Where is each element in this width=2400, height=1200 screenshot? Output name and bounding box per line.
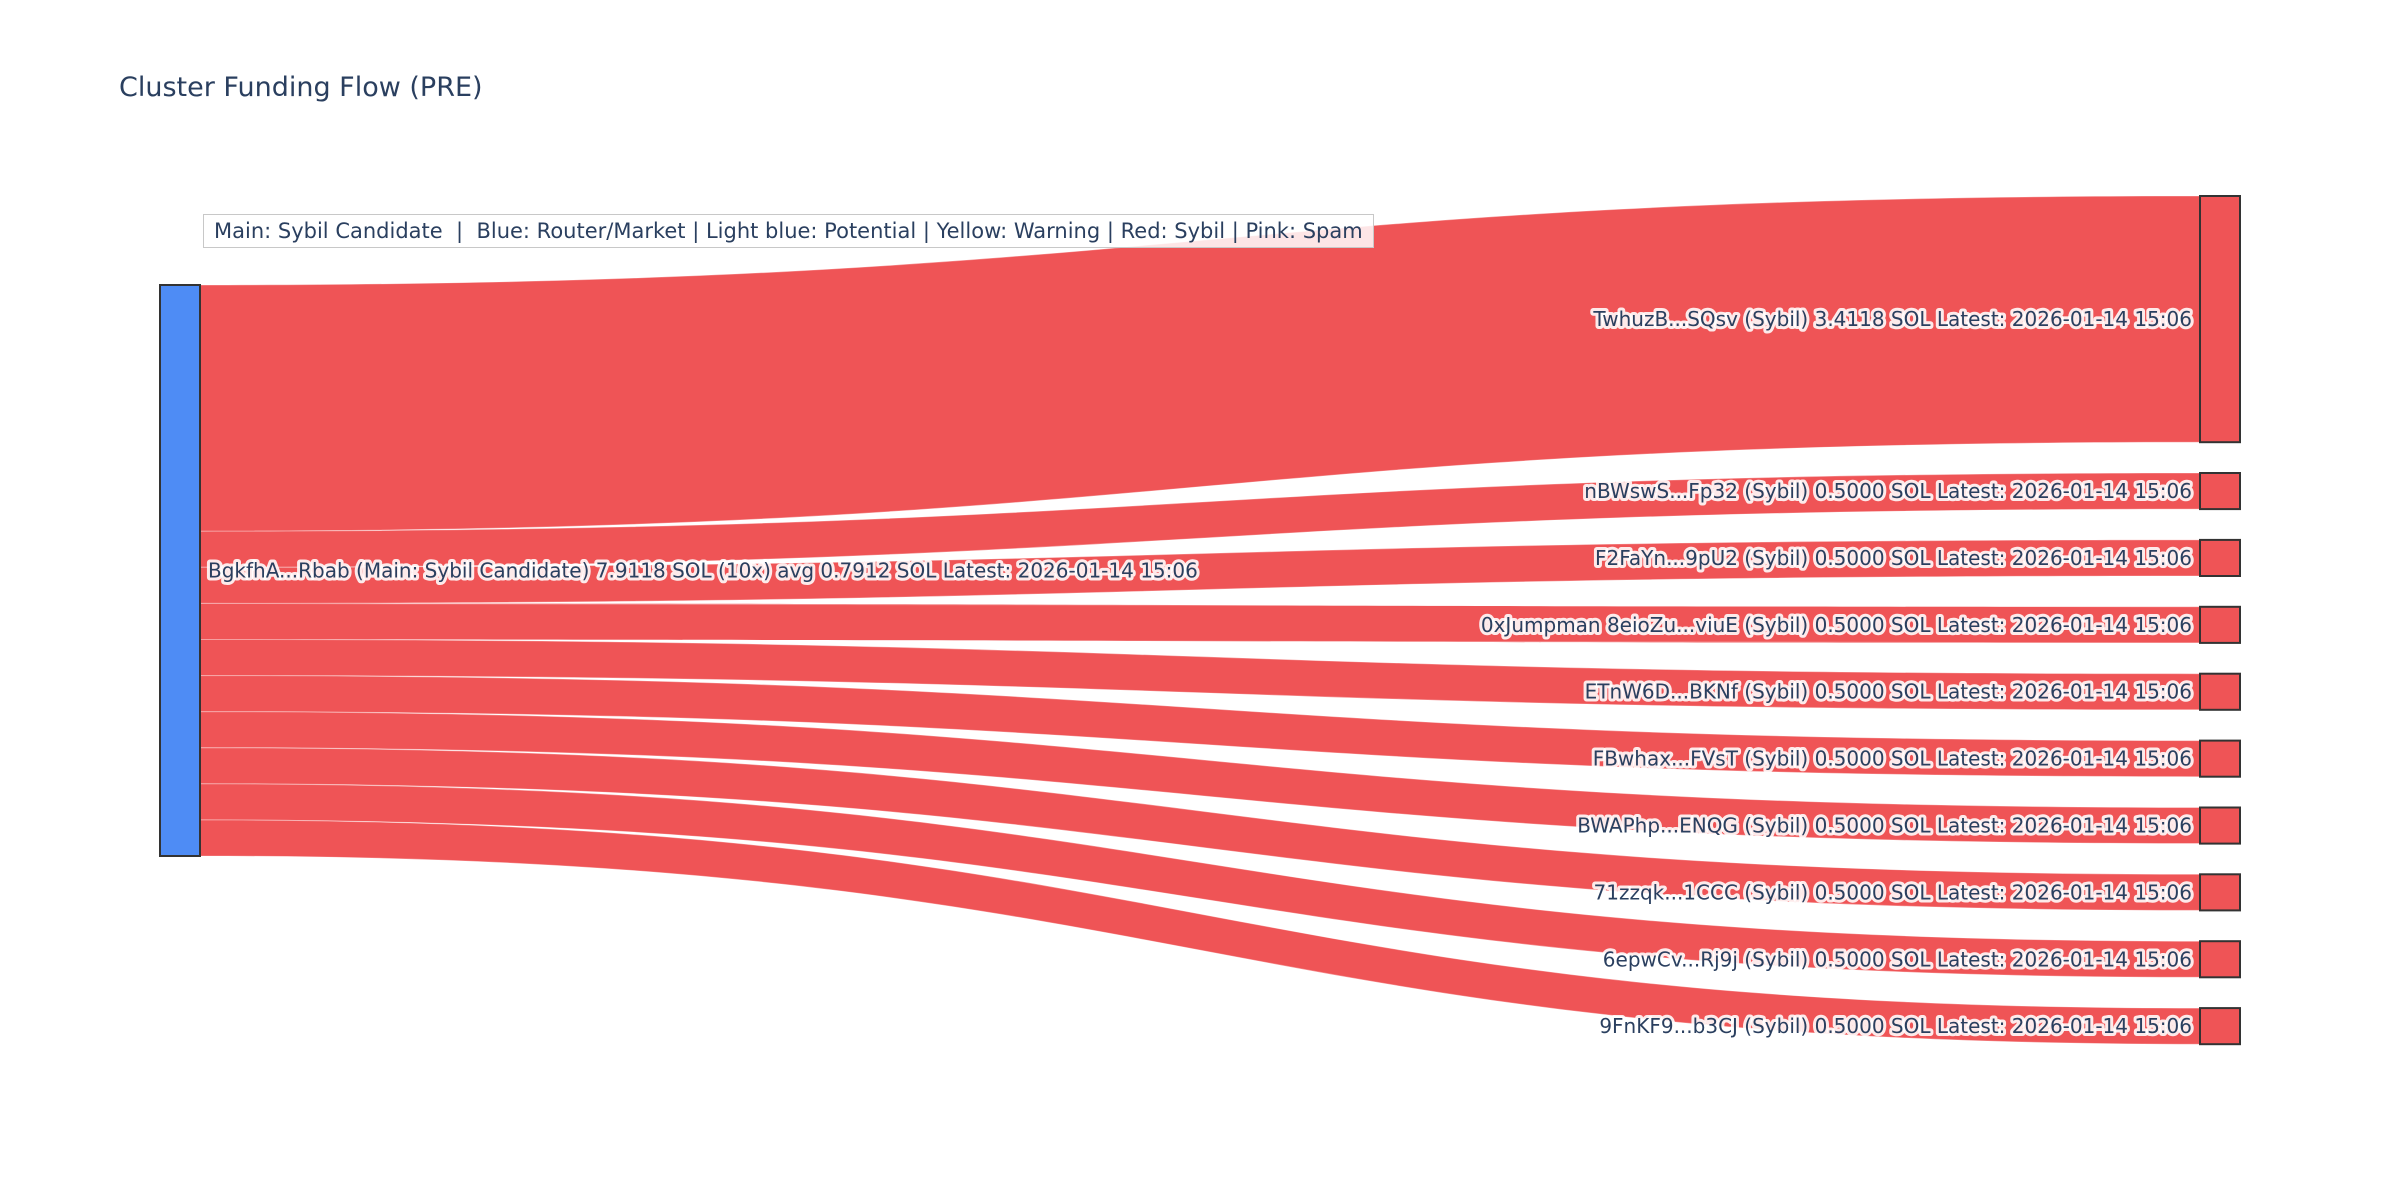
- sankey-node-target[interactable]: [2199, 739, 2241, 778]
- sankey-node-target[interactable]: [2199, 605, 2241, 644]
- sankey-node-target[interactable]: [2199, 1007, 2241, 1046]
- sankey-node-target[interactable]: [2199, 806, 2241, 845]
- sankey-node-source[interactable]: [159, 284, 201, 857]
- target-node-label: F2FaYn...9pU2 (Sybil) 0.5000 SOL Latest:…: [1595, 546, 2192, 570]
- sankey-node-target[interactable]: [2199, 195, 2241, 444]
- target-node-label: nBWswS...Fp32 (Sybil) 0.5000 SOL Latest:…: [1584, 479, 2192, 503]
- sankey-node-target[interactable]: [2199, 940, 2241, 979]
- sankey-node-target[interactable]: [2199, 538, 2241, 578]
- target-node-label: 9FnKF9...b3CJ (Sybil) 0.5000 SOL Latest:…: [1599, 1014, 2192, 1038]
- legend-note: Main: Sybil Candidate | Blue: Router/Mar…: [203, 214, 1374, 248]
- source-node-label: BgkfhA...Rbab (Main: Sybil Candidate) 7.…: [208, 559, 1198, 583]
- target-node-label: 0xJumpman 8eioZu...viuE (Sybil) 0.5000 S…: [1481, 613, 2192, 637]
- target-node-label: BWAPhp...ENQG (Sybil) 0.5000 SOL Latest:…: [1577, 814, 2192, 838]
- sankey-link: [199, 819, 2201, 1045]
- target-node-label: 71zzqk...1CCC (Sybil) 0.5000 SOL Latest:…: [1594, 880, 2192, 904]
- target-node-label: FBwhax...FVsT (Sybil) 0.5000 SOL Latest:…: [1593, 747, 2192, 771]
- sankey-node-target[interactable]: [2199, 873, 2241, 912]
- chart-title: Cluster Funding Flow (PRE): [119, 72, 483, 103]
- target-node-label: ETnW6D...BKNf (Sybil) 0.5000 SOL Latest:…: [1585, 680, 2192, 704]
- target-node-label: TwhuzB...SQsv (Sybil) 3.4118 SOL Latest:…: [1592, 307, 2192, 331]
- target-node-label: 6epwCv...Rj9j (Sybil) 0.5000 SOL Latest:…: [1603, 947, 2192, 971]
- sankey-node-target[interactable]: [2199, 672, 2241, 711]
- sankey-node-target[interactable]: [2199, 472, 2241, 511]
